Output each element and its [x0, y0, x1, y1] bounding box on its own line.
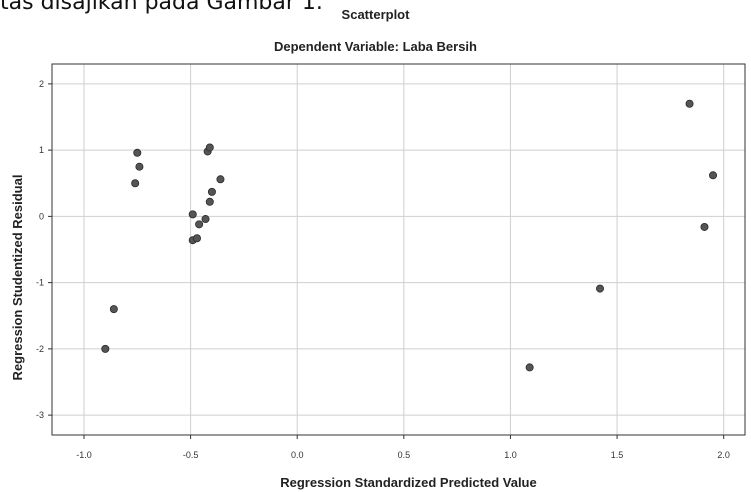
data-point: [596, 284, 605, 293]
y-tick-label: -3: [36, 410, 44, 420]
data-point: [133, 148, 142, 157]
x-tick-label: -0.5: [183, 450, 199, 460]
y-tick-label: 0: [39, 211, 44, 221]
data-point: [207, 187, 216, 196]
data-point: [700, 222, 709, 231]
x-tick-label: -1.0: [76, 450, 92, 460]
data-point: [101, 344, 110, 353]
x-axis-title: Regression Standardized Predicted Value: [280, 475, 536, 490]
y-tick-label: 1: [39, 145, 44, 155]
data-point: [192, 234, 201, 243]
y-axis-title: Regression Studentized Residual: [10, 175, 25, 381]
data-point: [525, 363, 534, 372]
data-point: [109, 305, 118, 314]
chart-subtitle: Dependent Variable: Laba Bersih: [273, 39, 477, 54]
y-tick-label: 2: [39, 79, 44, 89]
data-point: [201, 215, 210, 224]
data-point: [135, 162, 144, 171]
data-point: [195, 220, 204, 229]
data-point: [709, 171, 718, 180]
data-point: [216, 175, 225, 184]
grid-layer: [52, 64, 745, 435]
data-point: [188, 210, 197, 219]
plot-frame: [51, 63, 746, 436]
x-tick-label: 1.0: [504, 450, 517, 460]
data-point: [685, 99, 694, 108]
data-point: [131, 179, 140, 188]
point-layer: [101, 99, 718, 372]
tick-layer: -1.0 -0.5 0.0 0.5 1.0 1.5 2.0 -3 -2 -1 0 1 2: [36, 79, 730, 460]
document-text: tas disajikan pada Gambar 1.: [0, 0, 323, 15]
data-point: [205, 197, 214, 206]
x-tick-label: 2.0: [717, 450, 730, 460]
x-tick-label: 1.5: [611, 450, 624, 460]
y-tick-label: -1: [36, 278, 44, 288]
x-tick-label: 0.0: [291, 450, 304, 460]
y-tick-label: -2: [36, 344, 44, 354]
x-tick-label: 0.5: [398, 450, 411, 460]
data-point: [205, 143, 214, 152]
chart-title: Scatterplot: [341, 7, 410, 22]
